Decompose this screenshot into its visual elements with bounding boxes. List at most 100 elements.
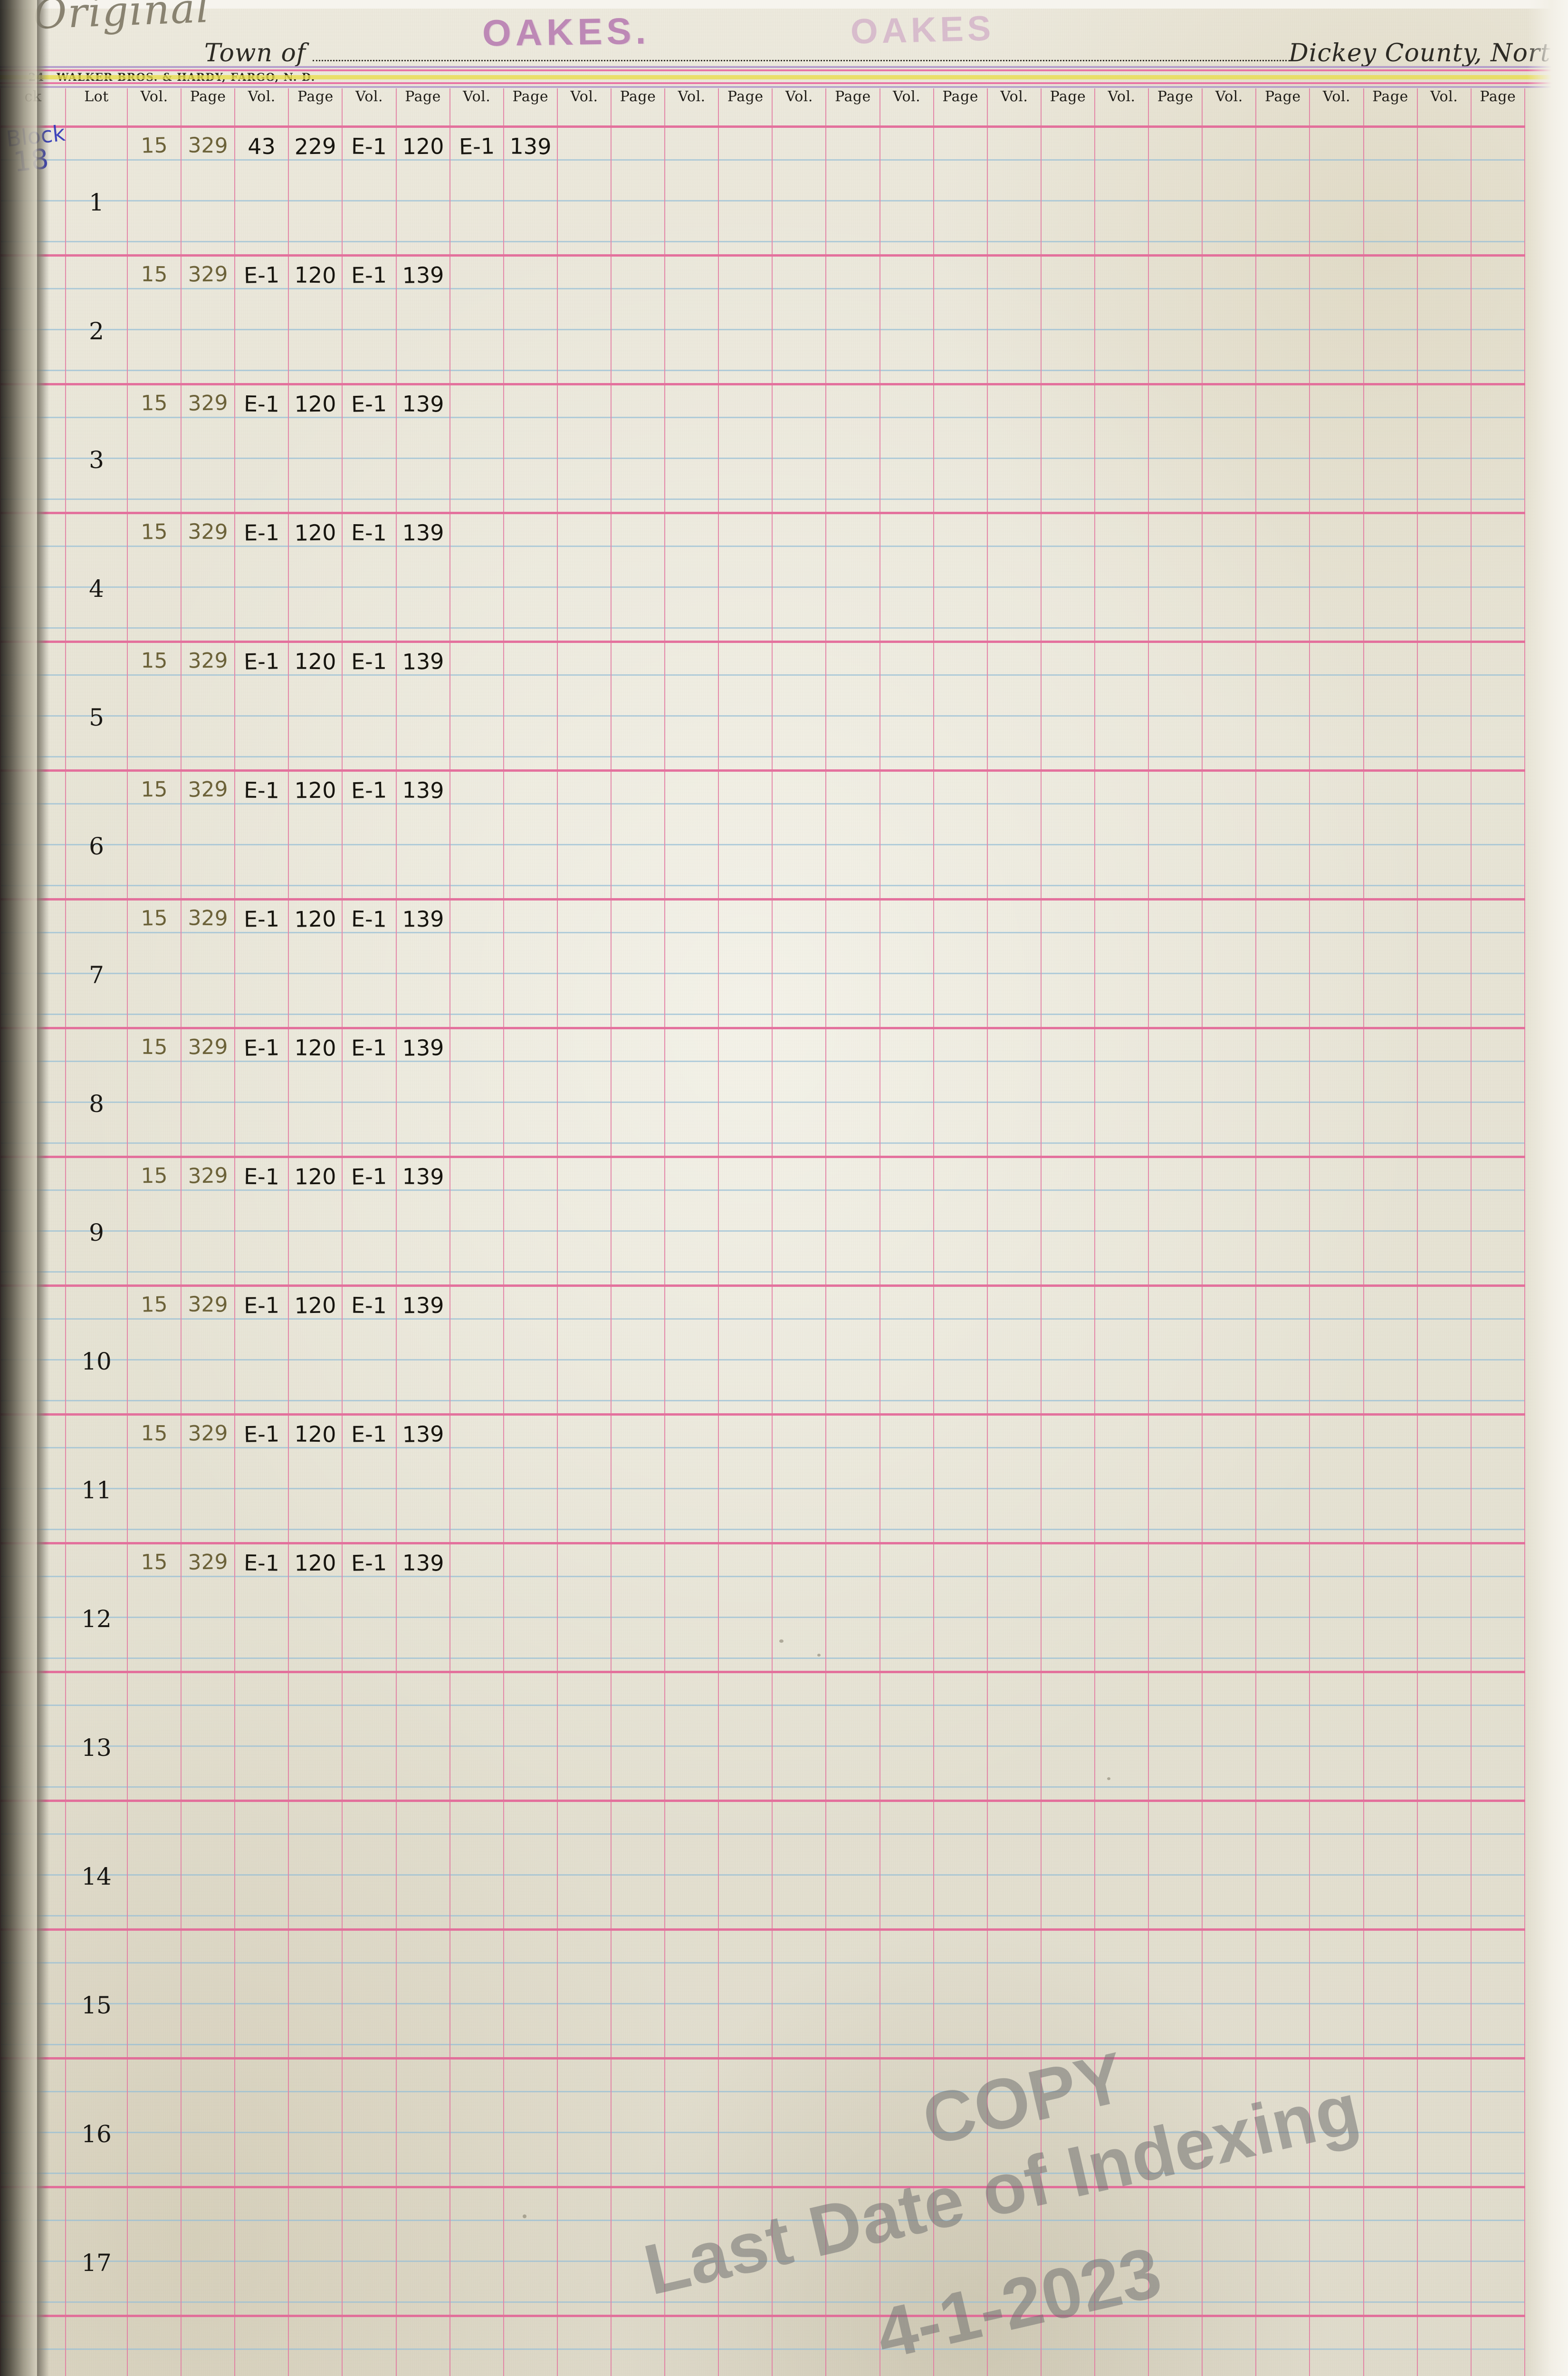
cell-page9-lot-8 xyxy=(1040,1028,1095,1158)
cell-vol2-lot-12: E-1 xyxy=(234,1543,289,1673)
cell-vol4-lot-14 xyxy=(449,1801,504,1931)
cell-page11-lot-14 xyxy=(1255,1801,1310,1931)
cell-vol4-lot-17 xyxy=(449,2187,504,2317)
cell-page6-lot-3 xyxy=(718,384,773,514)
cell-vol7-lot-1 xyxy=(772,126,827,257)
cell-lot-number: 9 xyxy=(65,1157,128,1287)
cell-page8-lot-12 xyxy=(933,1543,988,1673)
cell-vol3-lot-3: E-1 xyxy=(342,384,397,514)
cell-vol10-lot-10 xyxy=(1094,1285,1149,1416)
handwritten-entry: 120 xyxy=(294,1035,337,1061)
cell-vol9-lot-17 xyxy=(986,2187,1042,2317)
cell-page12-lot-3 xyxy=(1363,384,1418,514)
cell-vol2-lot-13 xyxy=(234,1672,289,1802)
handwritten-entry: E-1 xyxy=(351,133,387,160)
cell-page2-lot-7: 120 xyxy=(288,899,343,1029)
cell-page9-lot-7 xyxy=(1040,899,1095,1029)
cell-vol4-lot-6 xyxy=(449,770,504,901)
cell-vol11-lot-3 xyxy=(1202,384,1257,514)
cell-page13-lot-18 xyxy=(1470,2316,1526,2376)
handwritten-entry: E-1 xyxy=(351,648,387,675)
cell-page11-lot-18 xyxy=(1255,2316,1310,2376)
cell-page7-lot-12 xyxy=(825,1543,880,1673)
cell-lot-number: 17 xyxy=(65,2187,128,2317)
column-header-vol6: Vol. xyxy=(664,88,719,128)
cell-vol6-lot-18 xyxy=(664,2316,719,2376)
cell-vol10-lot-12 xyxy=(1094,1543,1149,1673)
cell-page10-lot-7 xyxy=(1148,899,1203,1029)
cell-vol7-lot-13 xyxy=(772,1672,827,1802)
cell-page1-lot-5: 329 xyxy=(181,642,236,772)
cell-page5-lot-18 xyxy=(610,2316,666,2376)
column-header-vol10: Vol. xyxy=(1094,88,1149,128)
paper-speck xyxy=(817,1654,821,1657)
cell-vol10-lot-7 xyxy=(1094,899,1149,1029)
cell-vol6-lot-14 xyxy=(664,1801,719,1931)
cell-page10-lot-2 xyxy=(1148,255,1203,385)
cell-vol12-lot-4 xyxy=(1309,513,1364,643)
cell-page10-lot-6 xyxy=(1148,770,1203,901)
cell-page1-lot-11: 329 xyxy=(181,1414,236,1544)
cell-page13-lot-16 xyxy=(1470,2058,1526,2188)
cell-vol3-lot-12: E-1 xyxy=(342,1543,397,1673)
header-rule-pink-top xyxy=(0,69,1568,71)
cell-page2-lot-3: 120 xyxy=(288,384,343,514)
cell-vol3-lot-14 xyxy=(342,1801,397,1931)
handwritten-entry: 120 xyxy=(294,391,337,417)
cell-page8-lot-1 xyxy=(933,126,988,257)
handwritten-entry: 229 xyxy=(294,133,337,160)
cell-page8-lot-13 xyxy=(933,1672,988,1802)
cell-page4-lot-13 xyxy=(503,1672,558,1802)
cell-page5-lot-16 xyxy=(610,2058,666,2188)
paper-speck xyxy=(523,2214,526,2218)
header-rule-purple-bottom xyxy=(0,86,1568,88)
cell-page1-lot-18 xyxy=(181,2316,236,2376)
cell-page3-lot-3: 139 xyxy=(395,384,450,514)
cell-page13-lot-5 xyxy=(1470,642,1526,772)
cell-vol12-lot-17 xyxy=(1309,2187,1364,2317)
table-row: 6 15 329 E-1 120 E-1 139 xyxy=(0,770,1526,901)
cell-page9-lot-12 xyxy=(1040,1543,1095,1673)
cell-vol3-lot-10: E-1 xyxy=(342,1285,397,1416)
cell-vol5-lot-9 xyxy=(556,1157,612,1287)
cell-vol2-lot-11: E-1 xyxy=(234,1414,289,1544)
cell-vol3-lot-5: E-1 xyxy=(342,642,397,772)
cell-vol11-lot-6 xyxy=(1202,770,1257,901)
column-header-page12: Page xyxy=(1363,88,1418,128)
cell-page12-lot-4 xyxy=(1363,513,1418,643)
cell-vol12-lot-11 xyxy=(1309,1414,1364,1544)
cell-page5-lot-11 xyxy=(610,1414,666,1544)
handwritten-entry: E-1 xyxy=(351,1421,387,1447)
cell-page9-lot-3 xyxy=(1040,384,1095,514)
cell-vol9-lot-11 xyxy=(986,1414,1042,1544)
cell-vol12-lot-14 xyxy=(1309,1801,1364,1931)
cell-page8-lot-3 xyxy=(933,384,988,514)
cell-page4-lot-8 xyxy=(503,1028,558,1158)
town-of-label: Town of xyxy=(204,39,306,67)
cell-vol13-lot-3 xyxy=(1416,384,1472,514)
cell-page13-lot-7 xyxy=(1470,899,1526,1029)
paper-speck xyxy=(1107,1777,1110,1780)
cell-page6-lot-2 xyxy=(718,255,773,385)
cell-vol9-lot-6 xyxy=(986,770,1042,901)
cell-page5-lot-4 xyxy=(610,513,666,643)
cell-vol5-lot-16 xyxy=(556,2058,612,2188)
cell-page5-lot-5 xyxy=(610,642,666,772)
cell-page4-lot-17 xyxy=(503,2187,558,2317)
column-header-row: ckLotVol.PageVol.PageVol.PageVol.PageVol… xyxy=(0,88,1526,128)
cell-page2-lot-5: 120 xyxy=(288,642,343,772)
tract-index-table: ckLotVol.PageVol.PageVol.PageVol.PageVol… xyxy=(0,88,1526,2376)
cell-page9-lot-13 xyxy=(1040,1672,1095,1802)
cell-page3-lot-12: 139 xyxy=(395,1543,450,1673)
handwritten-entry: E-1 xyxy=(351,391,388,417)
cell-lot-number: 4 xyxy=(65,513,128,643)
cell-vol5-lot-13 xyxy=(556,1672,612,1802)
cell-vol6-lot-17 xyxy=(664,2187,719,2317)
cell-page9-lot-6 xyxy=(1040,770,1095,901)
table-header-row-group: ckLotVol.PageVol.PageVol.PageVol.PageVol… xyxy=(0,88,1526,128)
header-rule-purple-top xyxy=(0,66,1568,68)
cell-vol9-lot-8 xyxy=(986,1028,1042,1158)
cell-vol4-lot-3 xyxy=(449,384,504,514)
cell-vol9-lot-7 xyxy=(986,899,1042,1029)
cell-page5-lot-7 xyxy=(610,899,666,1029)
